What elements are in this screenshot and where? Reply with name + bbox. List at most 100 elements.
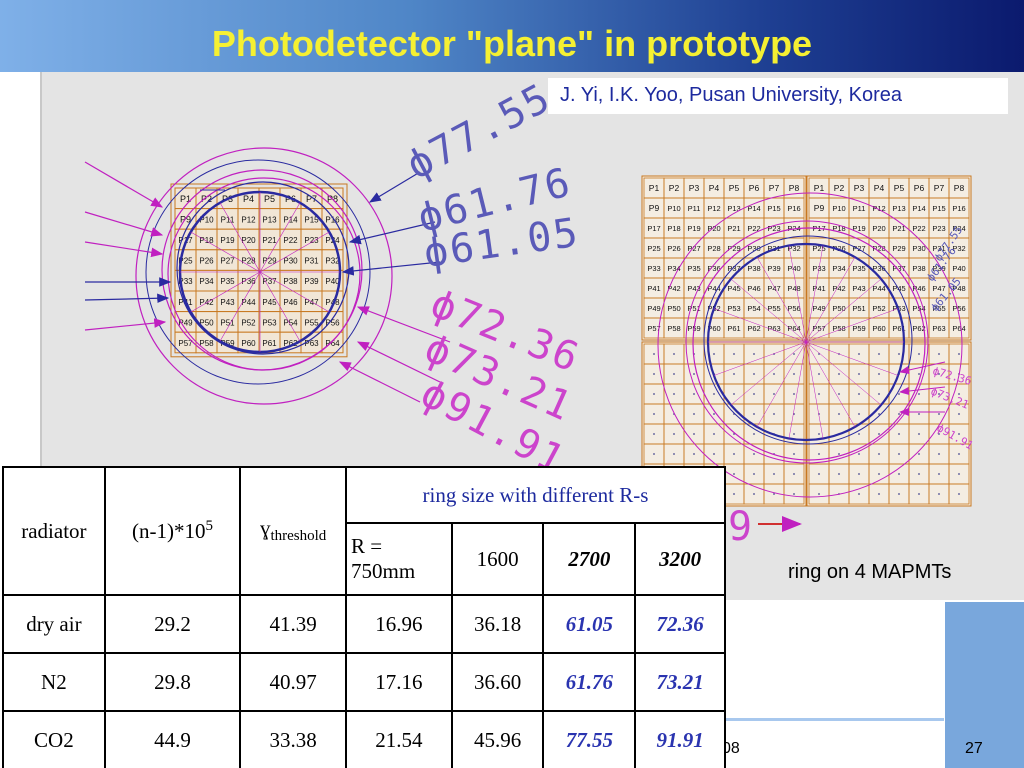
pixel-dot xyxy=(753,353,755,355)
pixel-label: P59 xyxy=(220,339,235,348)
dimension-arrow xyxy=(899,386,946,395)
pixel-label: P42 xyxy=(832,284,845,293)
pixel-label: P43 xyxy=(220,298,235,307)
pixel-dot xyxy=(898,453,900,455)
cell-r3200: 91.91 xyxy=(634,710,726,768)
pixel-dot xyxy=(958,353,960,355)
pixel-label: P47 xyxy=(304,298,319,307)
pixel-dot xyxy=(938,373,940,375)
cell-r2700: 61.05 xyxy=(542,594,637,654)
radial-line xyxy=(805,341,856,427)
pixel-label: P12 xyxy=(241,215,256,224)
pixel-label: P61 xyxy=(727,324,740,333)
pixel-label: P56 xyxy=(325,318,340,327)
pixel-label: P55 xyxy=(304,318,319,327)
dimension-arrow xyxy=(84,318,167,331)
pixel-dot xyxy=(878,353,880,355)
pixel-label: P17 xyxy=(647,224,660,233)
footer-date-fragment: 08 xyxy=(722,740,740,757)
pixel-dot xyxy=(693,373,695,375)
pixel-label: P16 xyxy=(787,204,800,213)
pixel-dot xyxy=(958,453,960,455)
pixel-label: P50 xyxy=(667,304,680,313)
pixel-label: P41 xyxy=(647,284,660,293)
pixel-label: P7 xyxy=(934,183,945,193)
dimension-arrow xyxy=(341,261,441,276)
pixel-label: P4 xyxy=(243,194,254,204)
radial-line xyxy=(730,278,807,343)
pixel-label: P62 xyxy=(912,324,925,333)
radial-line xyxy=(805,341,899,376)
partial-dimension-label: 9 xyxy=(728,504,752,550)
pixel-label: P19 xyxy=(220,236,235,245)
pixel-dot xyxy=(673,373,675,375)
pixel-label: P3 xyxy=(689,183,700,193)
pixel-label: P46 xyxy=(283,298,298,307)
pixel-dot xyxy=(858,493,860,495)
pixel-label: P36 xyxy=(241,277,256,286)
ring-91-91 xyxy=(135,147,393,405)
pixel-label: P64 xyxy=(325,339,340,348)
pixel-dot xyxy=(793,393,795,395)
pixel-dot xyxy=(858,373,860,375)
pixel-dot xyxy=(773,493,775,495)
pixel-label: P27 xyxy=(852,244,865,253)
pixel-label: P64 xyxy=(787,324,800,333)
pixel-dot xyxy=(773,473,775,475)
pixel-dot xyxy=(878,373,880,375)
cell-r3200: 72.36 xyxy=(634,594,726,654)
pixel-label: P60 xyxy=(707,324,720,333)
pixel-label: P15 xyxy=(932,204,945,213)
pixel-label: P23 xyxy=(304,236,319,245)
radial-line xyxy=(805,341,824,439)
cell-r750: 16.96 xyxy=(345,594,453,654)
pixel-label: P12 xyxy=(707,204,720,213)
radial-line xyxy=(788,245,807,343)
pixel-label: P41 xyxy=(812,284,825,293)
pixel-label: P14 xyxy=(912,204,925,213)
pixel-label: P10 xyxy=(832,204,845,213)
pixel-label: P4 xyxy=(874,183,885,193)
cell-r2700: 61.76 xyxy=(542,652,637,712)
pixel-dot xyxy=(958,473,960,475)
pixel-label: P53 xyxy=(262,318,277,327)
pixel-label: P5 xyxy=(894,183,905,193)
pixel-dot xyxy=(713,453,715,455)
pixel-dot xyxy=(958,433,960,435)
pixel-dot xyxy=(818,433,820,435)
pixel-label: P34 xyxy=(199,277,214,286)
radial-line xyxy=(756,341,807,427)
radial-line xyxy=(805,278,882,343)
header-r750: R = 750mm xyxy=(345,522,453,596)
pixel-label: P25 xyxy=(647,244,660,253)
pixel-label: P51 xyxy=(220,318,235,327)
pixel-label: P42 xyxy=(199,298,214,307)
pixel-label: P39 xyxy=(304,277,319,286)
pixel-label: P8 xyxy=(789,183,800,193)
pixel-label: P61 xyxy=(892,324,905,333)
radial-line xyxy=(190,231,261,273)
pixel-cell xyxy=(321,331,344,354)
pixel-label: P23 xyxy=(932,224,945,233)
pixel-label: P57 xyxy=(647,324,660,333)
pixel-label: P11 xyxy=(853,204,866,213)
pixel-dot xyxy=(918,393,920,395)
pixel-label: P1 xyxy=(180,194,191,204)
pixel-label: P63 xyxy=(767,324,780,333)
pixel-label: P10 xyxy=(199,215,214,224)
cell-radiator: CO2 xyxy=(2,710,106,768)
pixel-label: P22 xyxy=(912,224,925,233)
cell-gamma: 40.97 xyxy=(239,652,347,712)
ring-77-55 xyxy=(145,159,371,385)
cell-radiator: N2 xyxy=(2,652,106,712)
dimension-arrow xyxy=(356,341,441,383)
radial-line xyxy=(805,257,856,343)
pixel-label: P13 xyxy=(727,204,740,213)
ring-outer xyxy=(657,192,963,498)
pixel-label: P33 xyxy=(178,277,193,286)
pixel-dot xyxy=(858,393,860,395)
pixel-label: P21 xyxy=(727,224,740,233)
pixel-label: P43 xyxy=(687,284,700,293)
pixel-label: P3 xyxy=(854,183,865,193)
pixel-dot xyxy=(713,393,715,395)
